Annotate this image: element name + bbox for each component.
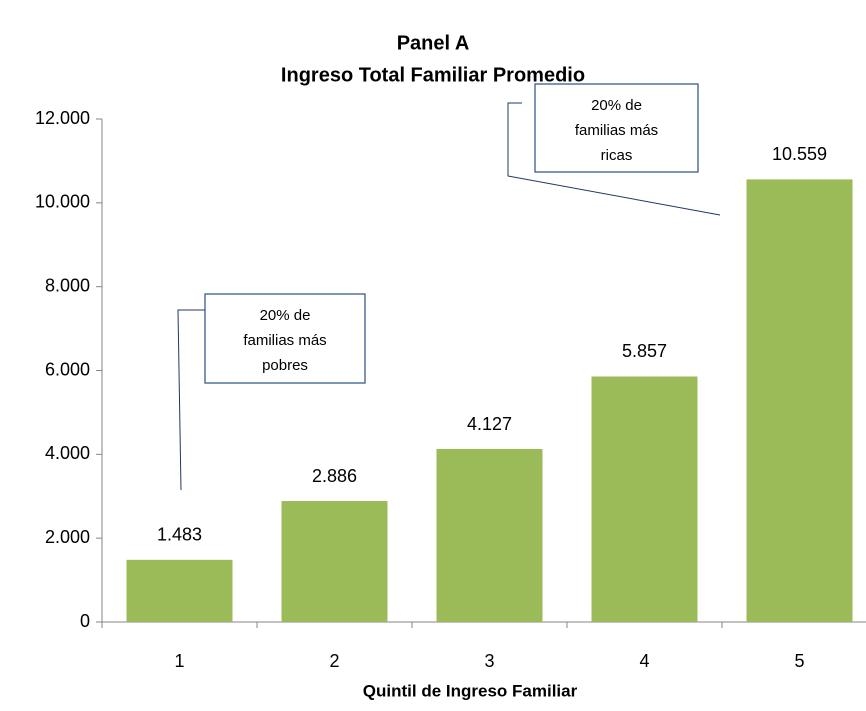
value-label: 10.559 (772, 144, 827, 164)
y-tick-label: 0 (80, 611, 90, 631)
x-tick-label: 2 (329, 651, 339, 671)
chart-title: Panel A (397, 32, 470, 54)
annotation-text: pobres (262, 357, 308, 374)
x-axis-label: Quintil de Ingreso Familiar (363, 681, 578, 700)
callout-line (177, 309, 205, 491)
annotation-text: ricas (601, 147, 633, 164)
y-tick-label: 8.000 (45, 275, 90, 295)
x-tick-label: 1 (174, 651, 184, 671)
value-label: 4.127 (467, 414, 512, 434)
annotation-box (204, 293, 366, 384)
bar (591, 376, 698, 622)
y-tick-label: 4.000 (45, 443, 90, 463)
chart-subtitle: Ingreso Total Familiar Promedio (281, 64, 585, 86)
annotation-box (534, 83, 699, 173)
annotation-text: familias más (575, 122, 658, 139)
callout-line (507, 102, 721, 216)
x-tick-label: 5 (794, 651, 804, 671)
y-tick-label: 10.000 (35, 192, 90, 212)
y-tick-label: 12.000 (35, 108, 90, 128)
bar (126, 559, 233, 622)
value-label: 1.483 (157, 525, 202, 545)
annotation-text: 20% de (591, 97, 642, 114)
bar (746, 179, 853, 622)
x-tick-label: 4 (639, 651, 649, 671)
y-tick-label: 2.000 (45, 527, 90, 547)
value-label: 5.857 (622, 341, 667, 361)
bar (436, 449, 543, 622)
y-tick-label: 6.000 (45, 359, 90, 379)
x-tick-label: 3 (484, 651, 494, 671)
annotation-text: familias más (243, 332, 326, 349)
annotation-text: 20% de (260, 307, 311, 324)
value-label: 2.886 (312, 466, 357, 486)
bar (281, 501, 388, 622)
